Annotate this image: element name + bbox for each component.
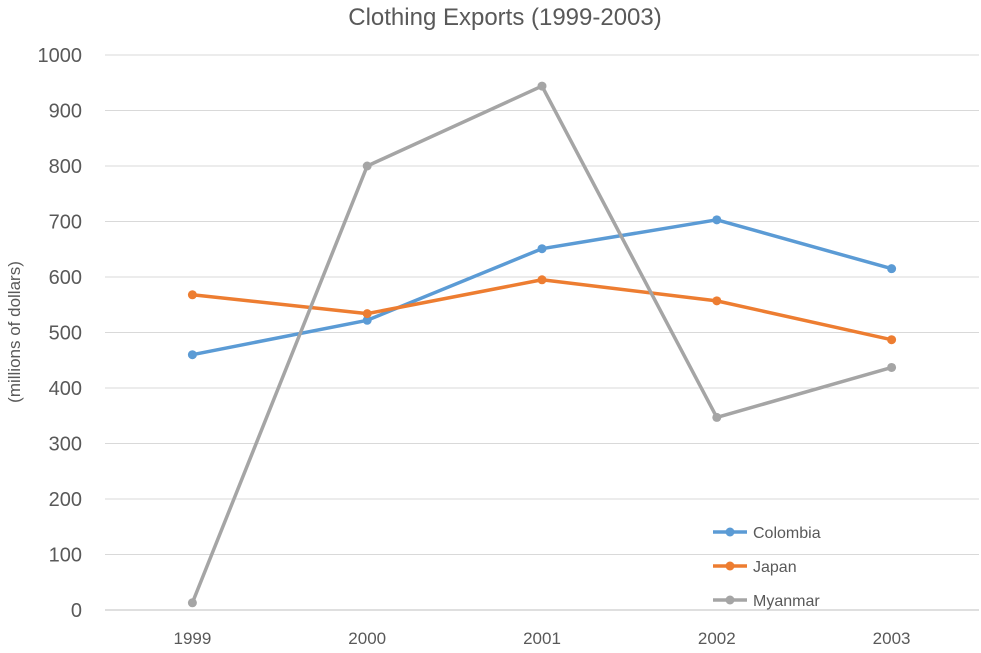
data-point-colombia — [712, 215, 722, 225]
data-point-colombia — [187, 350, 197, 360]
data-point-myanmar — [887, 362, 897, 372]
legend-label: Colombia — [753, 525, 821, 542]
legend-marker — [725, 595, 735, 605]
y-tick-label: 400 — [49, 378, 82, 400]
x-tick-label: 2000 — [348, 629, 386, 648]
legend-label: Japan — [753, 559, 797, 576]
y-tick-label: 500 — [49, 323, 82, 345]
data-point-myanmar — [712, 412, 722, 422]
data-point-japan — [712, 296, 722, 306]
y-tick-label: 0 — [71, 600, 82, 622]
y-tick-label: 900 — [49, 101, 82, 123]
series-line-colombia — [192, 218, 893, 357]
y-tick-label: 600 — [49, 267, 82, 289]
legend-marker — [725, 561, 735, 571]
data-point-japan — [362, 309, 372, 319]
x-tick-label: 2003 — [873, 629, 911, 648]
y-tick-label: 200 — [49, 489, 82, 511]
y-tick-label: 800 — [49, 156, 82, 178]
data-point-myanmar — [537, 81, 547, 91]
data-point-colombia — [887, 264, 897, 274]
data-point-myanmar — [362, 161, 372, 171]
x-tick-label: 1999 — [173, 629, 211, 648]
y-tick-label: 300 — [49, 434, 82, 456]
data-point-colombia — [537, 244, 547, 254]
data-point-japan — [537, 275, 547, 285]
y-tick-label: 100 — [49, 545, 82, 567]
x-tick-label: 2001 — [523, 629, 561, 648]
data-point-colombia — [362, 315, 372, 325]
data-point-myanmar — [187, 598, 197, 608]
legend-marker — [725, 527, 735, 537]
data-point-japan — [887, 335, 897, 345]
chart-title: Clothing Exports (1999-2003) — [348, 4, 662, 31]
data-point-japan — [187, 290, 197, 300]
y-tick-label: 700 — [49, 212, 82, 234]
legend-label: Myanmar — [753, 593, 820, 610]
x-tick-label: 2002 — [698, 629, 736, 648]
y-tick-label: 1000 — [38, 45, 83, 67]
y-axis-label: (millions of dollars) — [5, 261, 24, 403]
series-line-japan — [192, 278, 892, 342]
